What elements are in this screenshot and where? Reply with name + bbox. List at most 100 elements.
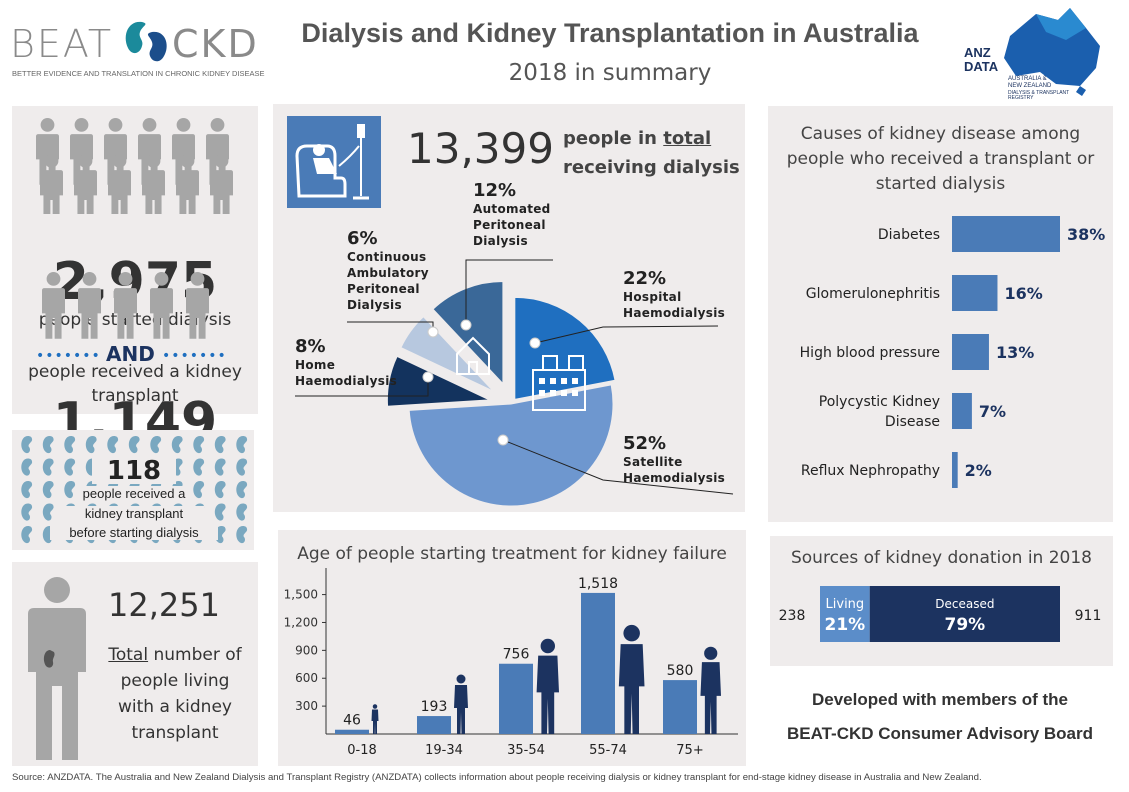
pie-category-label: Continuous — [347, 250, 426, 264]
kidney-icon — [42, 458, 54, 476]
kidney-icon — [21, 503, 33, 521]
donation-deceased-count: 911 — [1075, 608, 1102, 624]
anzdata-line3: AUSTRALIA & — [1008, 76, 1047, 82]
pie-marker-dot — [460, 319, 472, 331]
kidney-icon — [21, 436, 33, 454]
kidney-icon — [107, 436, 119, 454]
cause-bar — [952, 334, 989, 370]
transplant-label-2: transplant — [91, 386, 179, 406]
hospital-icon-tower — [542, 355, 558, 371]
kidney-icon — [214, 481, 226, 499]
pie-category-label: Home — [295, 358, 335, 372]
person-body — [74, 170, 97, 214]
pie-category-label: Dialysis — [473, 234, 528, 248]
y-tick-label: 1,200 — [284, 615, 318, 629]
person-head — [40, 118, 55, 132]
person-body — [142, 170, 165, 214]
pie-category-label: Peritoneal — [347, 282, 420, 296]
dialysis-chair-icon — [287, 116, 381, 208]
silhouette-body — [618, 644, 645, 734]
kidney-icon — [128, 436, 140, 454]
pie-slice — [386, 355, 490, 407]
cause-category-label: Disease — [885, 414, 940, 430]
age-bar-value: 580 — [667, 663, 694, 679]
age-category-label: 55-74 — [589, 743, 627, 758]
anzdata-line6: REGISTRY — [1008, 95, 1034, 101]
causes-title-2: people who received a transplant or — [786, 149, 1095, 169]
person-head — [176, 118, 191, 132]
person-head — [82, 272, 97, 286]
person-body — [150, 288, 173, 339]
hospital-icon-window — [539, 390, 545, 396]
age-category-label: 19-34 — [425, 743, 463, 758]
pie-marker-dot — [422, 371, 434, 383]
cause-bar-value: 16% — [1004, 284, 1042, 303]
living-line3: with a kidney — [118, 697, 232, 717]
cause-category-label: Glomerulonephritis — [806, 286, 940, 302]
kidney-icon — [21, 526, 33, 544]
pie-leader-line — [502, 439, 734, 495]
donation-living-count: 238 — [779, 608, 806, 624]
person-head — [154, 272, 169, 286]
person-kidney-icon — [28, 577, 86, 760]
cause-bar — [952, 275, 998, 311]
cause-bar-value: 7% — [979, 402, 1006, 421]
kidney-icon — [42, 436, 54, 454]
dialysis-pie-chart: 22%Hospital Haemodialysis 52%Satellite Haem… — [295, 180, 734, 507]
cause-bar — [952, 393, 972, 429]
person-icon — [210, 154, 233, 214]
hospital-icon-window — [572, 390, 578, 396]
person-icon — [40, 154, 63, 214]
kidney-logo-icon — [125, 21, 167, 62]
hospital-icon-window — [539, 378, 545, 384]
person-body — [78, 288, 101, 339]
living-line1-rest: number of — [148, 645, 242, 665]
age-category-label: 35-54 — [507, 743, 545, 758]
person-icon — [74, 154, 97, 214]
page-subtitle: 2018 in summary — [508, 60, 712, 86]
person-body — [108, 170, 131, 214]
pie-marker-dot — [529, 337, 541, 349]
transplant-label-1: people received a kidney — [28, 362, 242, 382]
dialysis-label: people in total receiving dialysis — [563, 124, 740, 182]
person-body — [176, 170, 199, 214]
kidney-icon — [236, 526, 248, 544]
kidney-icon — [214, 458, 226, 476]
causes-title-1: Causes of kidney disease among — [800, 124, 1081, 144]
person-head — [78, 154, 93, 168]
person-head — [108, 118, 123, 132]
and-label: AND — [106, 342, 155, 366]
source-note: Source: ANZDATA. The Australia and New Z… — [12, 772, 982, 783]
dialysis-total: 13,399 — [407, 124, 554, 173]
cause-category-label: Reflux Nephropathy — [801, 463, 940, 479]
person-body — [42, 288, 65, 339]
home-icon-door — [468, 361, 478, 375]
causes-bar-chart: 38% Diabetes 16% Glomerulonephritis 13% High … — [800, 216, 1105, 488]
y-tick-label: 1,500 — [284, 588, 318, 602]
pie-value-label: 52% — [623, 433, 666, 454]
preemptive-line2: kidney transplant — [64, 506, 204, 521]
person-head — [210, 118, 225, 132]
kidney-icon — [64, 458, 76, 476]
hospital-icon — [532, 355, 586, 411]
developed-line2: BEAT-CKD Consumer Advisory Board — [786, 724, 1094, 743]
kidney-icon — [214, 503, 226, 521]
developed-line1: Developed with members of the — [812, 690, 1068, 709]
silhouette-head — [704, 646, 718, 660]
person-body — [186, 288, 209, 339]
donation-percent-label: 79% — [945, 615, 986, 635]
silhouette-body — [536, 655, 559, 734]
kidney-icon — [236, 436, 248, 454]
hospital-icon-window — [561, 390, 567, 396]
beat-ckd-logo: BEAT CKD BETTER EVIDENCE AND TRANSLATION… — [10, 21, 270, 84]
people-icons-top — [36, 118, 233, 214]
living-line4: transplant — [131, 723, 219, 743]
person-icon — [176, 154, 199, 214]
person-head — [46, 272, 61, 286]
donation-stacked-bar: Living 21% Deceased 79% 238 911 — [779, 586, 1102, 642]
person-body — [40, 170, 63, 214]
age-bar — [417, 716, 451, 734]
person-body — [114, 288, 137, 339]
pie-slice — [400, 316, 494, 392]
cause-bar-value: 2% — [965, 461, 992, 480]
